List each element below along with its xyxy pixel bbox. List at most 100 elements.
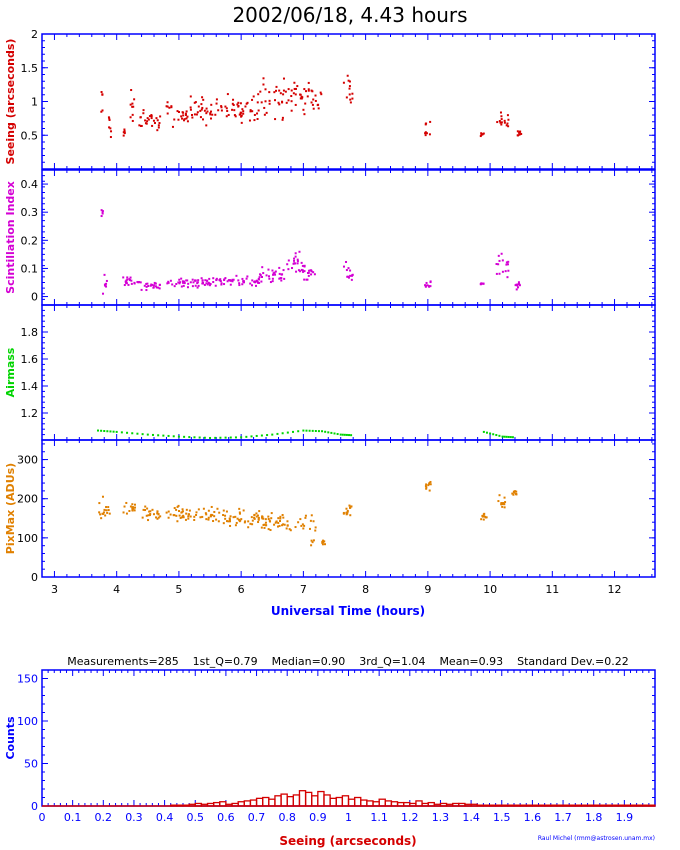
data-point: [500, 123, 503, 126]
data-point: [296, 85, 299, 88]
data-point: [204, 279, 207, 282]
data-point: [425, 281, 428, 284]
x-tick-label: 1: [345, 811, 352, 824]
histogram-bar: [574, 804, 583, 807]
data-point: [204, 512, 207, 515]
data-point: [240, 121, 243, 124]
data-point: [167, 516, 170, 519]
data-point: [270, 512, 273, 515]
data-point: [324, 543, 327, 546]
histogram-bar: [427, 801, 435, 807]
data-point: [503, 503, 506, 506]
data-point: [253, 280, 256, 283]
data-point: [266, 434, 269, 437]
data-point: [148, 510, 151, 513]
data-point: [265, 111, 268, 114]
y-tick-label: 1.4: [21, 380, 39, 393]
data-point: [142, 112, 145, 115]
data-point: [196, 281, 199, 284]
data-point: [257, 517, 260, 520]
data-point: [100, 110, 103, 113]
data-point: [501, 435, 504, 438]
data-point: [226, 93, 229, 96]
histogram-bar: [280, 793, 288, 807]
data-point: [308, 429, 311, 432]
data-point: [299, 518, 302, 521]
data-point: [242, 112, 245, 115]
data-point: [303, 270, 306, 273]
data-point: [187, 517, 190, 520]
data-point: [511, 436, 514, 439]
histogram-bar: [635, 804, 644, 807]
data-point: [297, 269, 300, 272]
data-point: [509, 436, 512, 439]
histogram-bar: [323, 794, 331, 807]
data-point: [260, 526, 263, 529]
data-point: [129, 103, 132, 106]
data-point: [202, 118, 205, 121]
data-point: [220, 105, 223, 108]
data-point: [145, 282, 148, 285]
data-point: [167, 510, 170, 513]
data-point: [103, 508, 106, 511]
data-point: [305, 90, 308, 93]
data-point: [275, 520, 278, 523]
data-point: [291, 267, 294, 270]
data-point: [152, 513, 155, 516]
data-point: [155, 286, 158, 289]
data-point: [209, 515, 212, 518]
y-tick-label: 1.2: [21, 407, 39, 420]
data-point: [158, 287, 161, 290]
data-point: [506, 263, 509, 266]
data-point: [251, 98, 254, 101]
data-point: [187, 282, 190, 285]
data-point: [262, 272, 265, 275]
data-point: [234, 515, 237, 518]
data-point: [136, 432, 139, 435]
data-point: [504, 270, 507, 273]
histogram-bar: [599, 804, 607, 807]
data-point: [506, 276, 509, 279]
data-point: [134, 506, 137, 509]
data-point: [350, 274, 353, 277]
data-point: [225, 510, 228, 513]
data-point: [97, 429, 100, 432]
data-point: [191, 113, 194, 116]
data-point: [207, 516, 210, 519]
data-point: [106, 511, 109, 514]
data-point: [498, 120, 501, 123]
data-point: [348, 434, 351, 437]
data-point: [262, 77, 265, 80]
data-point: [492, 433, 495, 436]
x-tick-label: 12: [608, 583, 622, 596]
data-point: [424, 285, 427, 288]
data-point: [499, 121, 502, 124]
data-point: [171, 125, 174, 128]
data-point: [145, 514, 148, 517]
data-point: [214, 436, 217, 439]
data-point: [201, 96, 204, 99]
data-point: [321, 543, 324, 546]
histogram-bar: [396, 801, 405, 807]
y-tick-label: 100: [17, 532, 38, 545]
data-point: [246, 101, 249, 104]
data-point: [264, 88, 267, 91]
data-point: [133, 98, 136, 101]
data-point: [103, 273, 106, 276]
y-axis-label: Seeing (arcseconds): [4, 39, 17, 165]
data-point: [500, 252, 503, 255]
data-point: [238, 284, 241, 287]
data-point: [257, 521, 260, 524]
data-point: [272, 272, 275, 275]
x-tick-label: 7: [300, 583, 307, 596]
data-point: [518, 130, 521, 133]
data-point: [189, 281, 192, 284]
histogram-bar: [433, 803, 442, 807]
data-point: [305, 278, 308, 281]
data-point: [146, 433, 149, 436]
data-point: [220, 282, 223, 285]
data-point: [196, 111, 199, 114]
data-point: [302, 108, 305, 111]
data-point: [184, 518, 187, 521]
data-point: [157, 513, 160, 516]
